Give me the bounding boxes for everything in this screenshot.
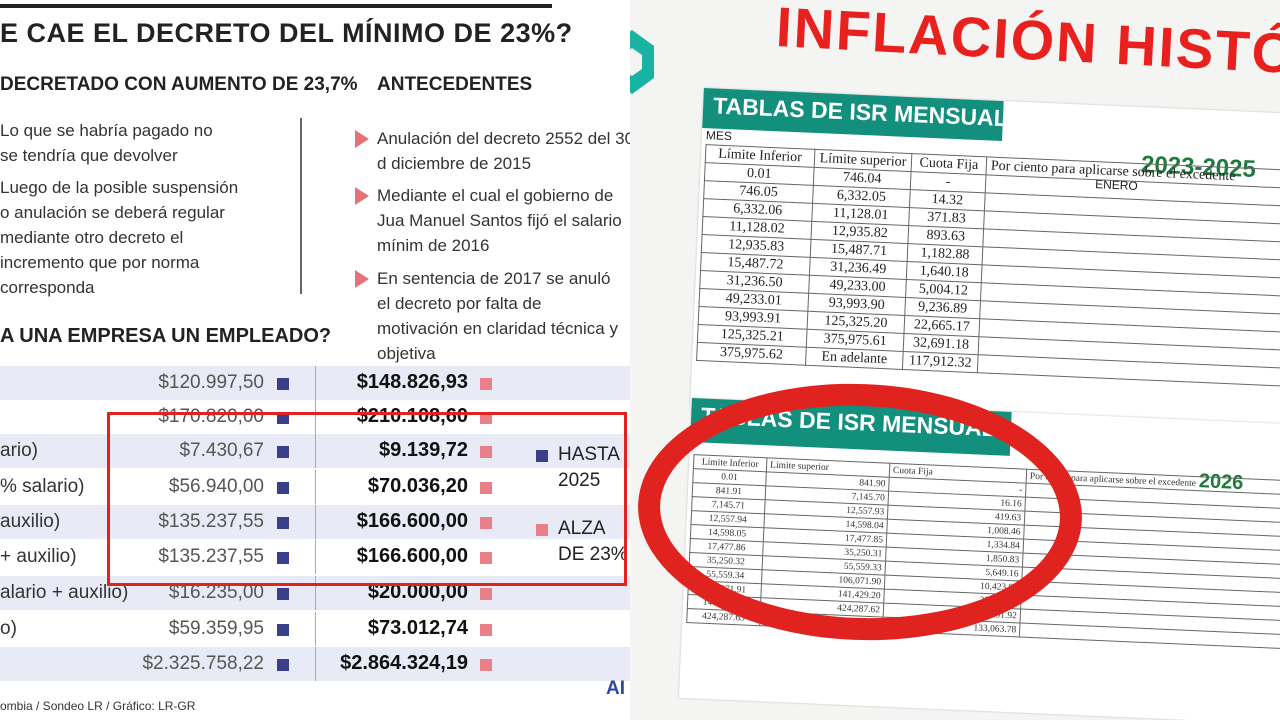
table-row: $2.325.758,22 $2.864.324,19 [0,647,630,681]
pink-square-icon [480,552,492,564]
pink-square-icon [480,659,492,671]
isr-table-2023-2025: TABLAS DE ISR MENSUAL 2023-2025 MES ENER… [690,88,1280,439]
decree-bullet: Lo que se habría pagado no se tendría qu… [0,121,213,165]
blue-square-icon [277,659,289,671]
background-bullet: Anulación del decreto 2552 del 30 d dici… [355,126,630,176]
red-highlight-rectangle [107,412,627,586]
blue-square-icon [277,446,289,458]
isr-data-table: Límite Inferior Límite superior Cuota Fi… [696,144,1280,387]
headline: E CAE EL DECRETO DEL MÍNIMO DE 23%? [0,18,573,48]
column-divider [300,118,302,294]
blue-square-icon [277,552,289,564]
isr-tables-image: INFLACIÓN HISTÓRICA TABLAS DE ISR MENSUA… [630,0,1280,720]
blue-square-icon [277,588,289,600]
pink-triangle-icon [355,130,369,148]
pink-triangle-icon [355,187,369,205]
blue-square-icon [277,624,289,636]
pink-square-icon [480,378,492,390]
table-row: ario) $7.430,67 $9.139,72 [0,434,630,468]
pink-square-icon [480,412,492,424]
background-bullet: En sentencia de 2017 se anuló el decreto… [355,266,627,366]
background-bullet: Mediante el cual el gobierno de Jua Manu… [355,183,630,258]
top-rule [0,4,552,8]
month-label: MES [705,128,733,144]
table-title: TABLAS DE ISR MENSUAL [702,88,1008,142]
blue-square-icon [536,450,548,462]
publication-logo-fragment: AI [606,678,625,699]
blue-square-icon [277,378,289,390]
table-row: $120.997,50 $148.826,93 [0,366,630,400]
source-credit: ombia / Sondeo LR / Gráfico: LR-GR [0,699,196,713]
column-heading-background: ANTECEDENTES [377,74,533,95]
table-row: % salario) $56.940,00 $70.036,20 [0,470,630,504]
pink-square-icon [480,517,492,529]
cost-question-heading: A UNA EMPRESA UN EMPLEADO? [0,325,332,347]
legend-item-until-2025: HASTA 2025 [536,442,628,494]
pink-triangle-icon [355,270,369,288]
newspaper-infographic: E CAE EL DECRETO DEL MÍNIMO DE 23%? DECR… [0,0,630,720]
pink-square-icon [536,524,548,536]
pink-square-icon [480,446,492,458]
blue-square-icon [277,412,289,424]
hexagon-logo-icon [630,30,654,94]
pink-square-icon [480,588,492,600]
pink-square-icon [480,482,492,494]
table-row: alario + auxilio) $16.235,00 $20.000,00 [0,576,630,610]
pink-square-icon [480,624,492,636]
blue-square-icon [277,482,289,494]
table-row: $170.820,00 $210.108,60 [0,400,630,434]
column-heading-decree: DECRETADO CON AUMENTO DE 23,7% [0,74,358,95]
table-row: auxilio) $135.237,55 $166.600,00 [0,505,630,539]
legend-item-increase-23: ALZA DE 23% [536,516,628,568]
table-row: + auxilio) $135.237,55 $166.600,00 [0,540,630,574]
table-row: o) $59.359,95 $73.012,74 [0,612,630,646]
inflation-banner-title: INFLACIÓN HISTÓRICA [774,0,1280,93]
decree-bullet: Luego de la posible suspensión o anulaci… [0,178,239,297]
blue-square-icon [277,517,289,529]
